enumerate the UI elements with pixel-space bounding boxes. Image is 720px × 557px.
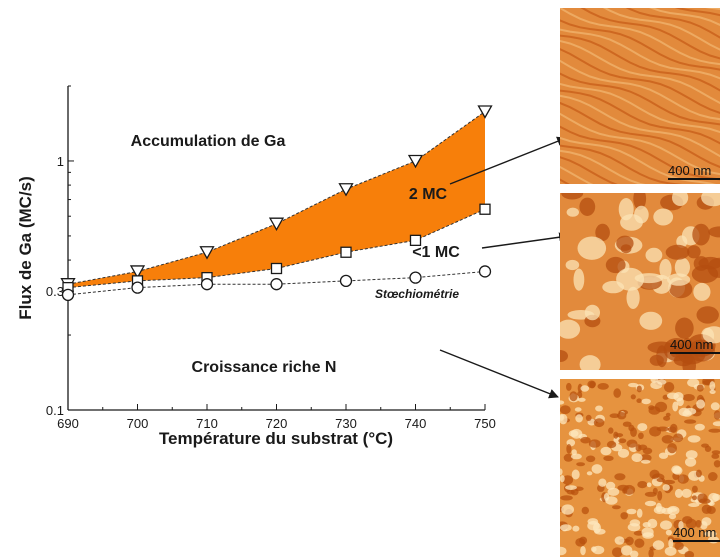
x-tick-label: 720	[266, 416, 288, 431]
plot-area: 690 700 710 720 730 740 750 0.1 0.3 1 Température …	[16, 85, 496, 448]
x-tick-label: 690	[57, 416, 79, 431]
arrow-to-afm	[449, 136, 567, 185]
marker-square	[270, 262, 283, 275]
x-tick-label: 700	[127, 416, 149, 431]
y-tick-label: 1	[57, 154, 64, 169]
y-tick-label: 0.3	[46, 284, 64, 299]
annotation-lt1mc: <1 MC	[412, 244, 460, 261]
marker-triangle-down	[477, 105, 493, 119]
marker-circle	[478, 265, 492, 278]
x-tick-label: 730	[335, 416, 357, 431]
afm-image-pits: 400 nm	[560, 193, 720, 370]
marker-triangle-down	[129, 265, 146, 279]
annotation-accumulation: Accumulation de Ga	[131, 133, 286, 150]
marker-triangle-down	[268, 217, 285, 231]
afm-image-grains: 400 nm	[560, 379, 720, 557]
marker-triangle-down	[338, 183, 354, 197]
arrow-to-afm	[439, 349, 559, 399]
marker-circle	[200, 278, 214, 291]
marker-circle	[131, 281, 144, 294]
x-tick-label: 740	[405, 416, 427, 431]
scale-bar-label: 400 nm	[668, 163, 712, 178]
afm-image-terraces: 400 nm	[560, 8, 720, 184]
shaded-region	[68, 111, 485, 288]
annotation-stoechiometrie: Stœchiométrie	[375, 287, 459, 301]
y-tick-label: 0.1	[46, 403, 64, 418]
annotation-croissance: Croissance riche N	[192, 359, 337, 376]
scale-bar-label: 400 nm	[673, 525, 717, 540]
marker-square	[409, 234, 422, 246]
marker-square	[479, 203, 491, 215]
scale-bar: 400 nm	[673, 525, 720, 542]
x-tick-label: 710	[196, 416, 218, 431]
marker-circle	[339, 274, 353, 288]
marker-square	[340, 246, 352, 258]
marker-circle	[61, 288, 75, 301]
arrows	[439, 136, 569, 399]
annotation-2mc: 2 MC	[409, 186, 448, 203]
y-axis-title: Flux de Ga (MC/s)	[16, 176, 35, 320]
marker-circle	[270, 278, 283, 291]
marker-triangle-down	[407, 154, 424, 169]
scale-bar: 400 nm	[668, 163, 720, 180]
arrow-to-afm	[481, 232, 569, 249]
x-axis-title: Température du substrat (°C)	[159, 429, 393, 448]
x-tick-label: 750	[474, 416, 496, 431]
scale-bar: 400 nm	[670, 337, 720, 354]
marker-triangle-down	[199, 246, 215, 260]
marker-circle	[409, 271, 422, 284]
scale-bar-label: 400 nm	[670, 337, 714, 352]
